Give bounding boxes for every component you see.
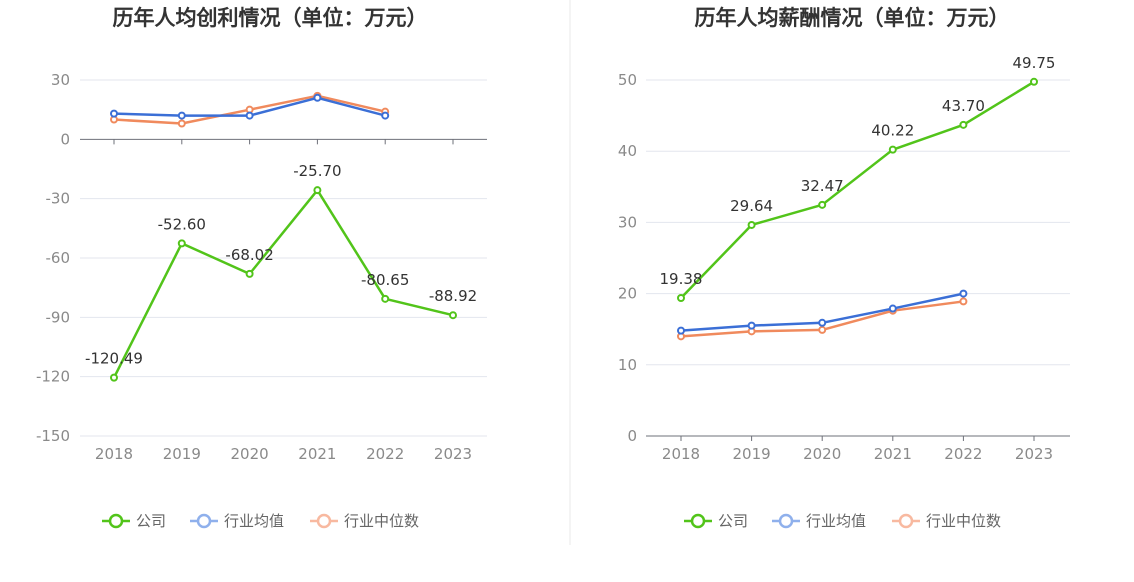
legend-label: 行业均值 [806, 512, 866, 530]
series-line [680, 80, 1035, 299]
data-point[interactable] [959, 297, 968, 306]
data-label: 49.75 [1013, 54, 1056, 72]
data-point[interactable] [818, 200, 827, 209]
data-label: -25.70 [293, 162, 341, 180]
y-tick-label: 30 [618, 213, 637, 231]
legend-label: 行业均值 [224, 512, 284, 530]
data-point[interactable] [313, 186, 322, 195]
data-point[interactable] [818, 318, 827, 327]
legend-label: 行业中位数 [344, 512, 419, 530]
series-line [112, 188, 454, 379]
data-point[interactable] [888, 304, 897, 313]
data-label: 40.22 [871, 122, 914, 140]
y-tick-label: -30 [46, 190, 71, 208]
x-tick-label: 2019 [163, 445, 201, 463]
chart-title: 历年人均薪酬情况（单位：万元） [695, 6, 1010, 30]
data-point[interactable] [177, 119, 186, 128]
chart-title: 历年人均创利情况（单位：万元） [113, 6, 428, 30]
x-tick-label: 2022 [366, 445, 404, 463]
data-point[interactable] [110, 109, 118, 118]
data-point[interactable] [245, 111, 254, 120]
legend-marker-icon [778, 513, 794, 529]
data-point[interactable] [888, 145, 897, 154]
data-point[interactable] [245, 269, 254, 278]
legend-marker-icon [898, 513, 914, 529]
data-label: -120.49 [85, 350, 143, 368]
y-tick-label: 10 [618, 356, 637, 374]
y-tick-label: 50 [618, 71, 637, 89]
data-point[interactable] [1030, 77, 1038, 86]
x-tick-label: 2023 [434, 445, 472, 463]
y-tick-label: -60 [46, 249, 71, 267]
x-tick-label: 2022 [944, 445, 982, 463]
data-point[interactable] [449, 311, 457, 320]
x-tick-label: 2020 [803, 445, 841, 463]
x-tick-label: 2018 [662, 445, 700, 463]
x-tick-label: 2018 [95, 445, 133, 463]
data-point[interactable] [177, 239, 186, 248]
legend-item[interactable]: 行业均值 [772, 512, 866, 530]
legend-marker-icon [690, 513, 706, 529]
data-point[interactable] [747, 220, 756, 229]
data-label: 32.47 [801, 177, 844, 195]
legend-label: 行业中位数 [926, 512, 1001, 530]
y-tick-label: -120 [36, 368, 70, 386]
legend-item[interactable]: 行业中位数 [310, 512, 419, 530]
legend-item[interactable]: 行业中位数 [892, 512, 1001, 530]
data-point[interactable] [747, 321, 756, 330]
data-point[interactable] [959, 289, 968, 298]
legend-marker-icon [196, 513, 212, 529]
salary-per-capita-chart: 历年人均薪酬情况（单位：万元） 50 40 30 20 10 0 2018 2019 2020 20… [618, 6, 1070, 530]
data-point[interactable] [818, 325, 827, 334]
y-tick-label: -90 [46, 308, 71, 326]
data-point[interactable] [381, 294, 390, 303]
y-tick-label: 20 [618, 285, 637, 303]
legend-marker-icon [316, 513, 332, 529]
data-label: 43.70 [942, 97, 985, 115]
data-point[interactable] [677, 326, 685, 335]
legend-item[interactable]: 公司 [684, 512, 748, 530]
x-tick-label: 2020 [231, 445, 269, 463]
data-point[interactable] [177, 111, 186, 120]
x-tick-label: 2019 [733, 445, 771, 463]
data-label: -80.65 [361, 271, 409, 289]
y-tick-label: 0 [60, 130, 70, 148]
data-point[interactable] [313, 93, 322, 102]
x-tick-label: 2021 [298, 445, 336, 463]
data-label: 29.64 [730, 197, 773, 215]
legend-item[interactable]: 公司 [102, 512, 166, 530]
x-tick-label: 2023 [1015, 445, 1053, 463]
data-label: -88.92 [429, 287, 477, 305]
legend-marker-icon [108, 513, 124, 529]
data-point[interactable] [110, 373, 118, 382]
y-tick-label: 0 [627, 427, 637, 445]
profit-per-capita-chart: 历年人均创利情况（单位：万元） 30 0 -30 -60 -90 -120 -150 2018 2… [36, 6, 487, 530]
y-tick-label: 40 [618, 142, 637, 160]
data-point[interactable] [959, 120, 968, 129]
data-label: -68.02 [225, 246, 273, 264]
data-point[interactable] [381, 111, 390, 120]
legend-label: 公司 [136, 512, 166, 530]
data-point[interactable] [677, 294, 685, 303]
data-label: 19.38 [660, 270, 703, 288]
legend-item[interactable]: 行业均值 [190, 512, 284, 530]
data-label: -52.60 [158, 215, 206, 233]
x-tick-label: 2021 [874, 445, 912, 463]
y-tick-label: -150 [36, 427, 70, 445]
legend-label: 公司 [718, 512, 748, 530]
y-tick-label: 30 [51, 71, 70, 89]
